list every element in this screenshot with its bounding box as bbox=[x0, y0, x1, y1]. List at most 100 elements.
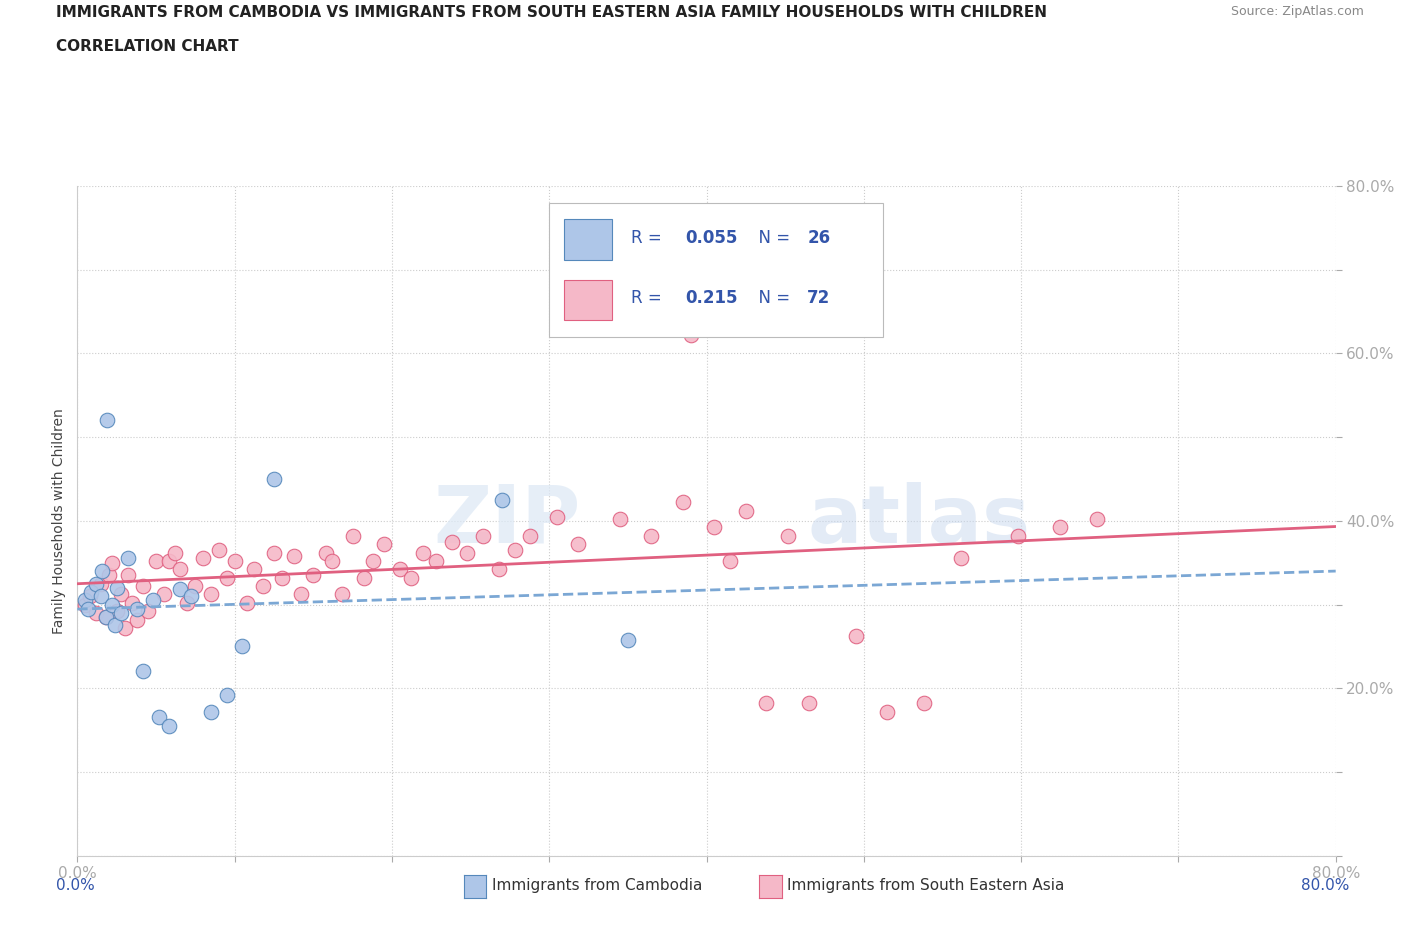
Point bbox=[169, 582, 191, 597]
Point bbox=[373, 537, 395, 551]
Text: 0.215: 0.215 bbox=[685, 289, 738, 308]
Point bbox=[110, 587, 132, 602]
Point bbox=[191, 551, 215, 565]
Text: 26: 26 bbox=[807, 229, 831, 246]
Text: Immigrants from South Eastern Asia: Immigrants from South Eastern Asia bbox=[787, 878, 1064, 893]
Point bbox=[876, 704, 898, 719]
Point bbox=[236, 595, 259, 610]
Point bbox=[672, 495, 695, 510]
Point bbox=[342, 528, 364, 543]
Point bbox=[105, 604, 128, 618]
Point bbox=[252, 578, 274, 593]
Point bbox=[176, 595, 198, 610]
Text: R =: R = bbox=[631, 289, 666, 308]
Point bbox=[567, 537, 589, 551]
Text: CORRELATION CHART: CORRELATION CHART bbox=[56, 39, 239, 54]
FancyBboxPatch shape bbox=[564, 280, 612, 320]
Point bbox=[679, 327, 702, 342]
Point bbox=[145, 553, 167, 568]
Point bbox=[127, 602, 149, 617]
Point bbox=[136, 604, 159, 618]
Point bbox=[778, 528, 800, 543]
Point bbox=[79, 589, 101, 604]
Point bbox=[94, 610, 117, 625]
Point bbox=[169, 562, 191, 577]
Point bbox=[617, 632, 640, 647]
Point bbox=[96, 413, 118, 428]
Point bbox=[90, 576, 112, 591]
Point bbox=[75, 597, 97, 612]
Point bbox=[117, 551, 139, 565]
Point bbox=[361, 553, 384, 568]
Point bbox=[110, 605, 132, 620]
Point bbox=[519, 528, 541, 543]
Point bbox=[472, 528, 495, 543]
Text: Source: ZipAtlas.com: Source: ZipAtlas.com bbox=[1230, 5, 1364, 18]
Point bbox=[456, 545, 478, 560]
Text: 80.0%: 80.0% bbox=[1302, 878, 1350, 893]
Point bbox=[132, 664, 155, 679]
Point bbox=[388, 562, 411, 577]
FancyBboxPatch shape bbox=[564, 219, 612, 259]
Text: 72: 72 bbox=[807, 289, 831, 308]
Point bbox=[75, 593, 97, 608]
Point bbox=[184, 578, 207, 593]
Point bbox=[283, 549, 305, 564]
Point bbox=[101, 597, 124, 612]
Text: IMMIGRANTS FROM CAMBODIA VS IMMIGRANTS FROM SOUTH EASTERN ASIA FAMILY HOUSEHOLDS: IMMIGRANTS FROM CAMBODIA VS IMMIGRANTS F… bbox=[56, 5, 1047, 20]
Point bbox=[91, 564, 114, 578]
Point bbox=[153, 587, 176, 602]
Text: Immigrants from Cambodia: Immigrants from Cambodia bbox=[492, 878, 703, 893]
Point bbox=[142, 593, 165, 608]
Point bbox=[200, 587, 222, 602]
Point bbox=[270, 570, 292, 585]
Point bbox=[114, 620, 136, 635]
Point bbox=[797, 696, 820, 711]
Y-axis label: Family Households with Children: Family Households with Children bbox=[52, 408, 66, 633]
Point bbox=[94, 610, 117, 625]
Point bbox=[84, 576, 107, 591]
Point bbox=[148, 711, 170, 725]
Point bbox=[546, 510, 568, 525]
Point bbox=[845, 629, 868, 644]
Text: 0.055: 0.055 bbox=[685, 229, 738, 246]
Point bbox=[440, 535, 463, 550]
Point bbox=[353, 570, 375, 585]
Point bbox=[231, 639, 253, 654]
Point bbox=[808, 317, 831, 332]
Point bbox=[503, 543, 526, 558]
Point bbox=[180, 589, 202, 604]
Point bbox=[1085, 512, 1108, 526]
Point bbox=[117, 567, 139, 582]
Point bbox=[290, 587, 312, 602]
Text: ZIP: ZIP bbox=[433, 482, 581, 560]
Point bbox=[1049, 520, 1071, 535]
Point bbox=[215, 570, 238, 585]
Point bbox=[399, 570, 422, 585]
Point bbox=[84, 605, 107, 620]
Point bbox=[703, 520, 725, 535]
Point bbox=[215, 687, 238, 702]
Text: R =: R = bbox=[631, 229, 666, 246]
Text: 0.0%: 0.0% bbox=[56, 878, 96, 893]
Point bbox=[101, 555, 124, 570]
Point bbox=[242, 562, 264, 577]
Point bbox=[104, 618, 127, 633]
Point bbox=[121, 595, 143, 610]
Point bbox=[200, 704, 222, 719]
Point bbox=[315, 545, 337, 560]
Point bbox=[80, 585, 103, 600]
Text: N =: N = bbox=[748, 289, 796, 308]
Point bbox=[90, 589, 112, 604]
Point bbox=[157, 553, 180, 568]
Point bbox=[77, 602, 100, 617]
Text: N =: N = bbox=[748, 229, 796, 246]
Point bbox=[609, 512, 631, 526]
Point bbox=[491, 493, 513, 508]
Point bbox=[157, 719, 180, 734]
Point bbox=[302, 567, 325, 582]
Point bbox=[1007, 528, 1029, 543]
Point bbox=[330, 587, 353, 602]
Point bbox=[755, 696, 778, 711]
Point bbox=[97, 567, 120, 582]
